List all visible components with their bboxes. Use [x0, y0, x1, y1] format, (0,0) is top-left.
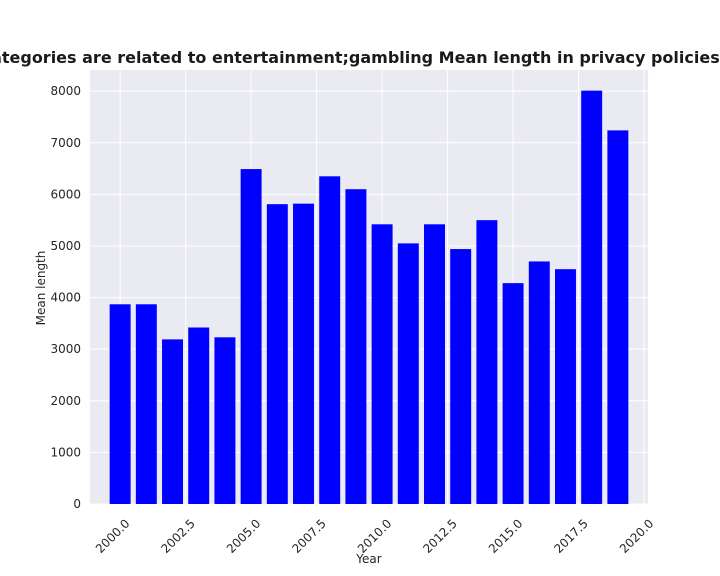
y-tick-label: 8000 — [50, 84, 81, 98]
y-tick-label: 7000 — [50, 136, 81, 150]
bar-2005 — [240, 169, 262, 505]
x-tick-label: 2020.0 — [617, 516, 657, 556]
bar-2000 — [109, 304, 131, 504]
bar-2001 — [135, 304, 157, 504]
bar-2006 — [266, 204, 288, 505]
y-tick-label: 2000 — [50, 394, 81, 408]
bars — [109, 90, 629, 505]
bar-2007 — [293, 203, 314, 505]
bar-2015 — [502, 283, 524, 504]
y-axis-label: Mean length — [34, 251, 48, 326]
x-tick-label: 2002.5 — [158, 516, 198, 556]
x-tick-label: 2000.0 — [93, 516, 133, 556]
x-tick-label: 2015.0 — [486, 516, 526, 556]
x-axis-label: Year — [355, 552, 381, 566]
y-tick-label: 3000 — [50, 342, 81, 356]
bar-2019 — [607, 130, 629, 505]
bar-2017 — [555, 269, 576, 504]
x-tick-label: 2012.5 — [420, 516, 460, 556]
bar-2002 — [162, 339, 183, 504]
x-tick-label: 2005.0 — [224, 516, 264, 556]
bar-2011 — [397, 243, 419, 504]
y-tick-label: 5000 — [50, 239, 81, 253]
bar-2004 — [214, 337, 236, 504]
y-axis-ticks: 0 1000 2000 3000 4000 5000 6000 7000 8000 — [50, 84, 81, 511]
bar-2003 — [188, 327, 210, 504]
bar-2013 — [450, 249, 472, 504]
bar-2018 — [581, 90, 603, 504]
bar-2008 — [319, 176, 341, 505]
bar-2009 — [345, 189, 367, 505]
y-tick-label: 0 — [73, 497, 81, 511]
y-tick-label: 6000 — [50, 187, 81, 201]
x-axis-ticks: 2000.0 2002.5 2005.0 2007.5 2010.0 2012.5 2015… — [93, 516, 657, 556]
x-tick-label: 2017.5 — [551, 516, 591, 556]
bar-2016 — [528, 261, 550, 504]
bar-2012 — [424, 224, 445, 505]
chart-title: when categories are related to entertain… — [0, 48, 720, 67]
x-tick-label: 2007.5 — [289, 516, 329, 556]
y-tick-label: 4000 — [50, 291, 81, 305]
bar-2014 — [476, 220, 498, 505]
x-tick-label: 2010.0 — [355, 516, 395, 556]
y-tick-label: 1000 — [50, 445, 81, 459]
bar-2010 — [371, 224, 393, 505]
